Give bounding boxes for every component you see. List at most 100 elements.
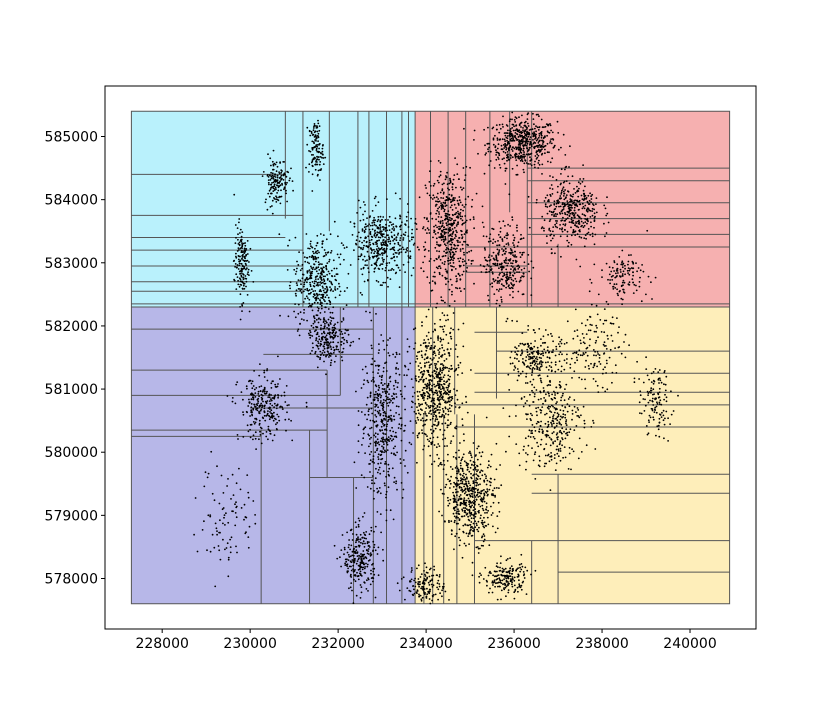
data-point	[427, 371, 429, 373]
data-point	[370, 451, 373, 453]
data-point	[304, 260, 307, 263]
data-point	[419, 403, 422, 406]
data-point	[283, 394, 286, 397]
data-point	[546, 134, 548, 137]
data-point	[541, 126, 544, 129]
data-point	[554, 225, 557, 228]
data-point	[517, 156, 520, 159]
data-point	[439, 461, 442, 464]
data-point	[363, 537, 366, 540]
data-point	[472, 509, 475, 512]
data-point	[307, 247, 309, 250]
data-point	[549, 218, 552, 221]
data-point	[433, 182, 436, 185]
data-point	[410, 406, 413, 408]
data-point	[568, 221, 571, 224]
data-point	[451, 188, 454, 191]
data-point	[394, 272, 397, 275]
data-point	[567, 211, 570, 214]
data-point	[427, 338, 430, 341]
data-point	[444, 413, 447, 415]
data-point	[506, 139, 508, 142]
data-point	[359, 568, 361, 570]
data-point	[363, 571, 366, 574]
data-point	[493, 487, 496, 490]
data-point	[456, 239, 459, 242]
data-point	[330, 251, 332, 254]
data-point	[358, 545, 361, 548]
data-point	[251, 414, 254, 417]
data-point	[387, 420, 389, 423]
data-point	[347, 559, 350, 561]
data-point	[319, 156, 322, 158]
data-point	[591, 207, 594, 210]
data-point	[313, 317, 316, 320]
data-point	[318, 158, 320, 161]
data-point	[327, 296, 330, 299]
data-point	[462, 524, 465, 527]
data-point	[443, 250, 445, 253]
data-point	[572, 193, 575, 196]
data-point	[423, 412, 425, 415]
data-point	[393, 452, 395, 455]
data-point	[422, 226, 425, 228]
data-point	[463, 503, 466, 506]
data-point	[485, 268, 488, 271]
data-point	[466, 464, 469, 467]
data-point	[353, 561, 356, 564]
data-point	[431, 379, 433, 382]
data-point	[452, 435, 455, 437]
data-point	[387, 240, 390, 243]
data-point	[461, 458, 463, 461]
data-point	[349, 264, 352, 266]
data-point	[469, 489, 472, 492]
data-point	[390, 414, 392, 417]
data-point	[448, 288, 451, 291]
data-point	[496, 139, 499, 141]
data-point	[571, 213, 574, 215]
data-point	[277, 189, 280, 192]
data-point	[428, 396, 431, 399]
data-point	[579, 182, 582, 185]
data-point	[304, 279, 307, 282]
data-point	[388, 388, 391, 391]
data-point	[463, 511, 466, 513]
data-point	[472, 461, 475, 463]
data-point	[443, 415, 446, 417]
data-point	[505, 286, 507, 289]
data-point	[554, 208, 557, 210]
data-point	[538, 144, 541, 146]
data-point	[305, 401, 308, 404]
data-point	[373, 223, 376, 226]
data-point	[472, 218, 475, 221]
data-point	[426, 217, 428, 220]
data-point	[309, 274, 312, 277]
data-point	[470, 454, 472, 457]
data-point	[368, 541, 370, 543]
data-point	[384, 251, 386, 254]
data-point	[412, 236, 415, 239]
data-point	[315, 147, 318, 150]
data-point	[373, 393, 376, 396]
data-point	[515, 124, 518, 126]
data-point	[360, 387, 363, 389]
data-point	[428, 389, 431, 392]
data-point	[434, 372, 437, 375]
data-point	[370, 380, 373, 382]
data-point	[571, 175, 574, 178]
data-point	[343, 247, 346, 249]
data-point	[312, 154, 314, 156]
data-point	[498, 131, 501, 134]
data-point	[513, 147, 516, 150]
data-point	[529, 163, 531, 165]
data-point	[459, 464, 462, 467]
data-point	[520, 154, 522, 157]
data-point	[338, 285, 341, 288]
data-point	[517, 265, 520, 267]
data-point	[299, 289, 302, 292]
data-point	[461, 508, 463, 511]
data-point	[493, 478, 496, 481]
data-point	[517, 268, 520, 270]
data-point	[492, 138, 495, 141]
data-point	[483, 489, 485, 491]
